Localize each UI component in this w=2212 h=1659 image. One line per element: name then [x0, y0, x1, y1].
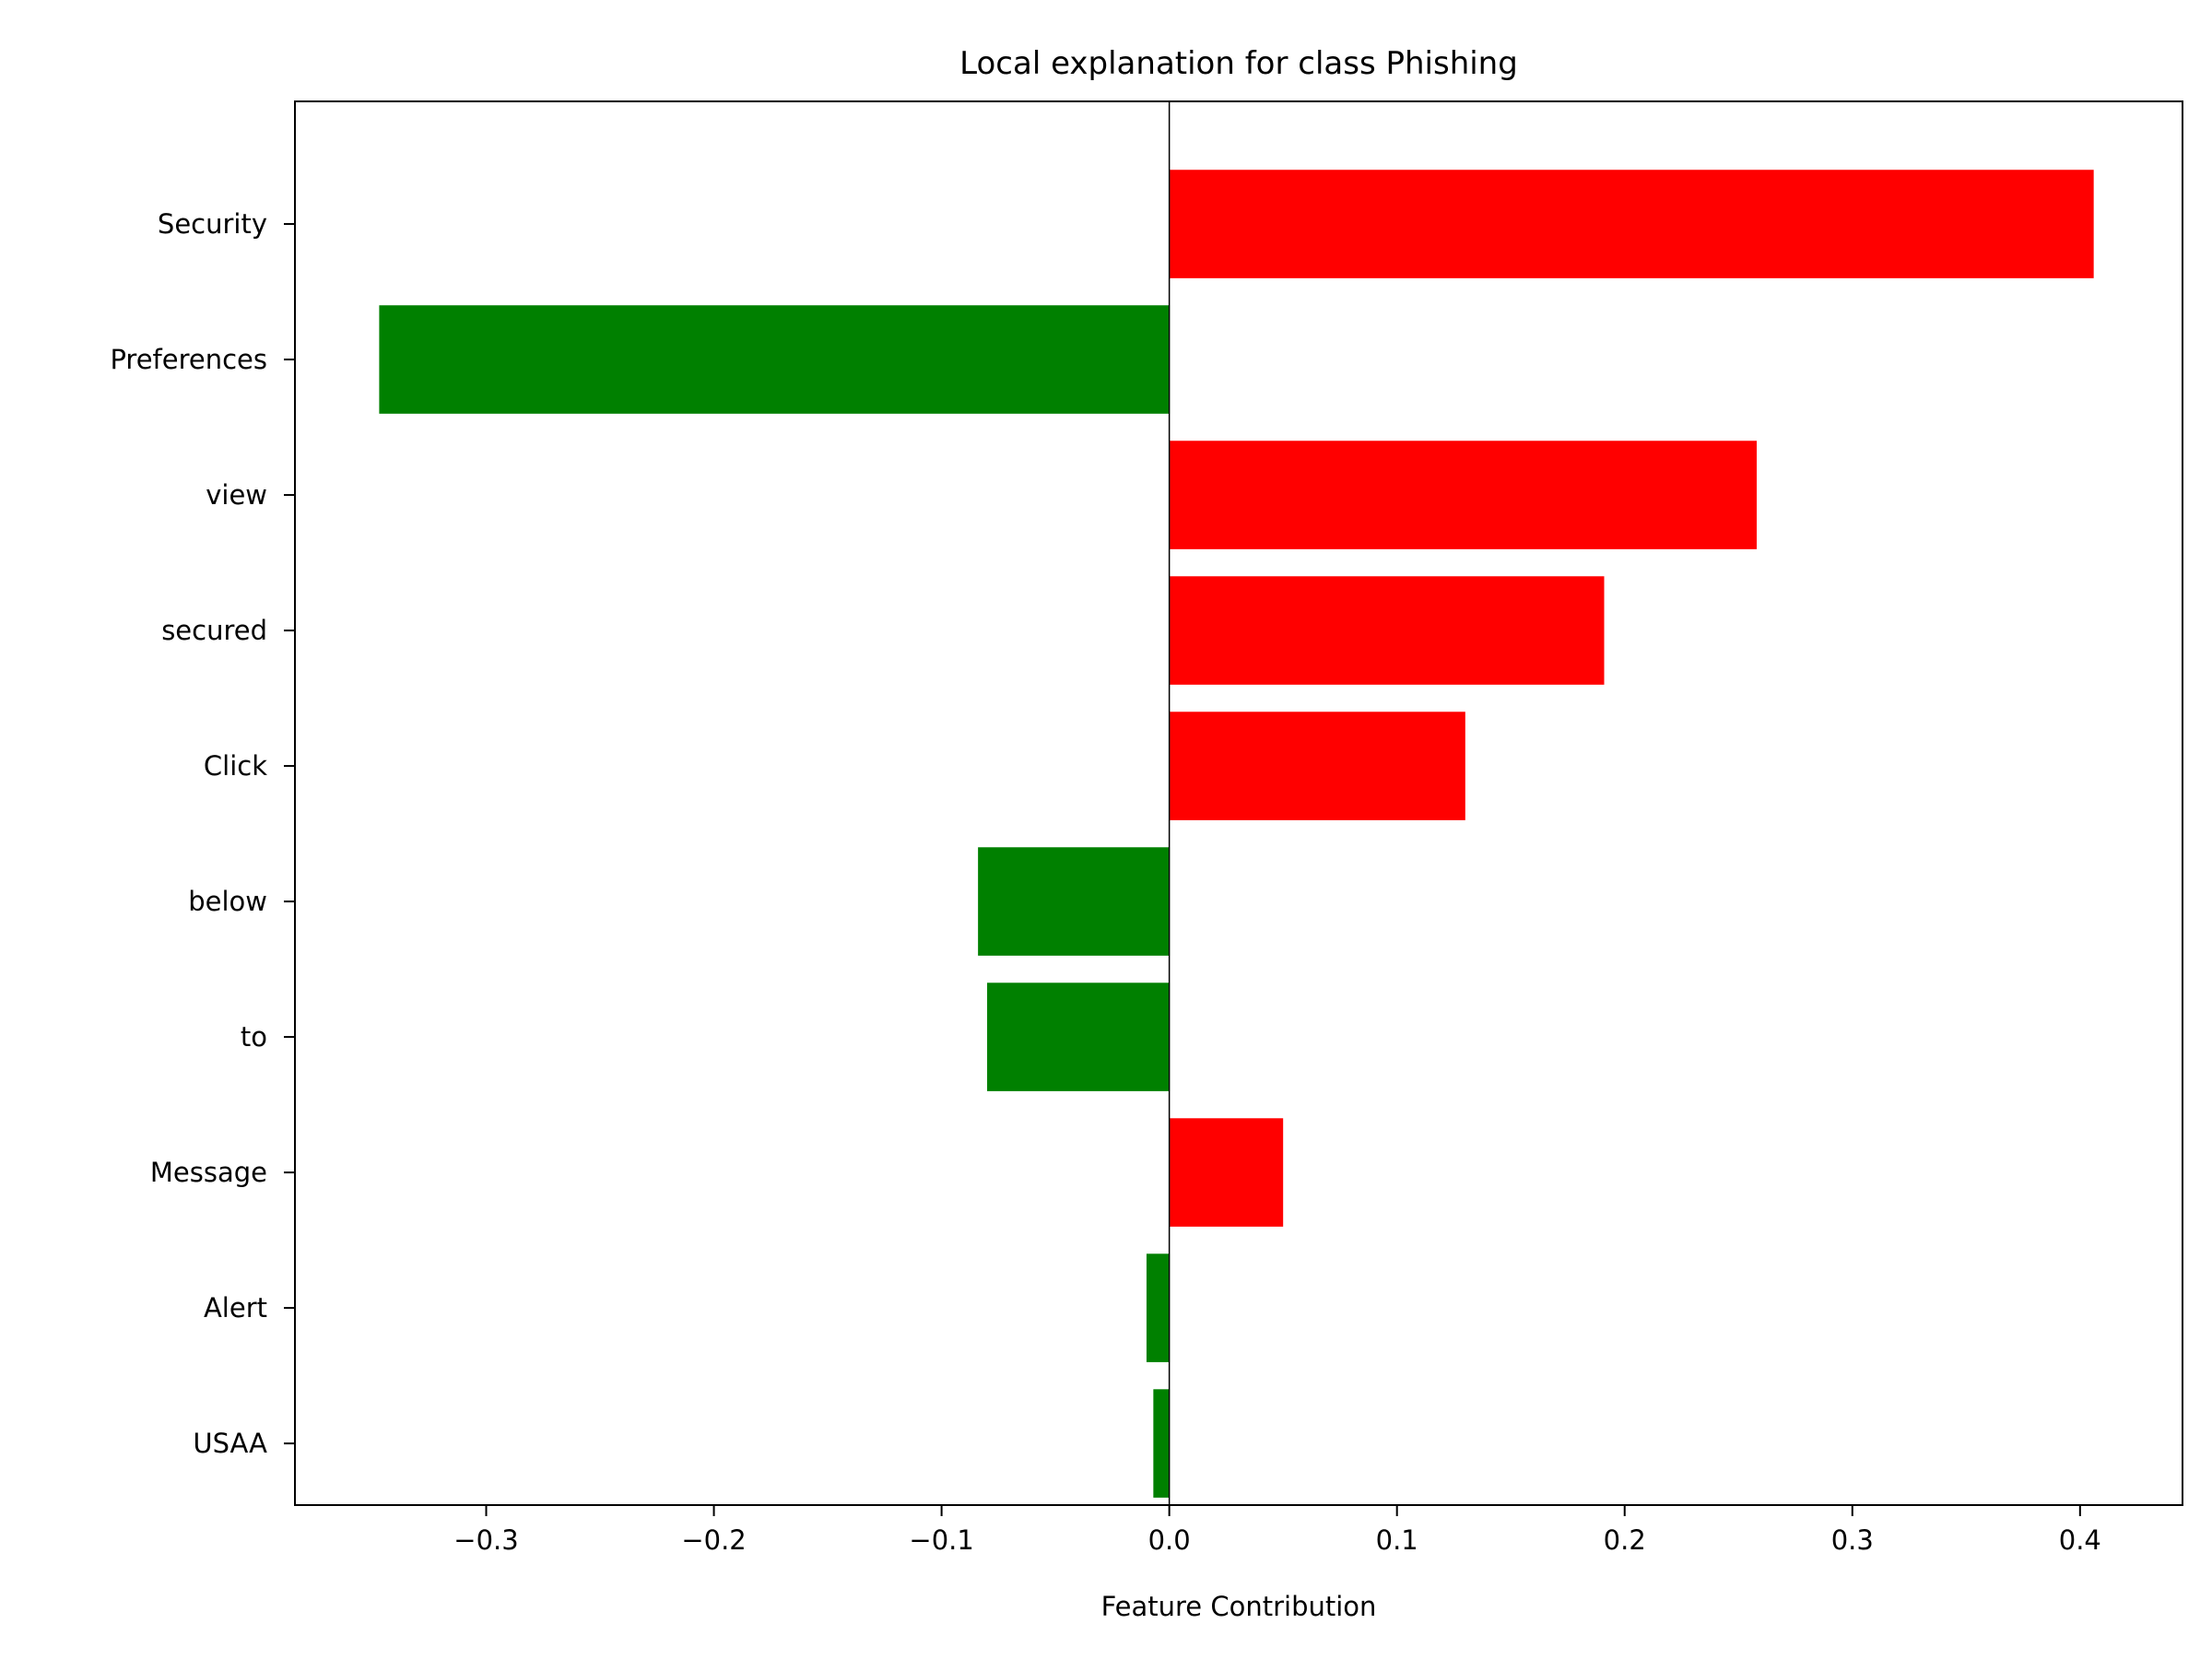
bar-below	[978, 847, 1170, 956]
y-tick-label: view	[206, 479, 267, 511]
chart-title: Local explanation for class Phishing	[959, 45, 1518, 82]
y-tick-label: Click	[204, 750, 267, 782]
x-tick-label: 0.4	[2059, 1524, 2101, 1556]
y-tick-label: Security	[158, 208, 267, 240]
x-tick-label: 0.1	[1376, 1524, 1418, 1556]
bar-alert	[1146, 1253, 1170, 1362]
x-axis: −0.3 −0.2 −0.1 0.0 0.1 0.2 0.3 0.4	[453, 1505, 2101, 1556]
bar-view	[1169, 441, 1758, 549]
y-axis: Security Preferences view secured Click below…	[110, 208, 295, 1459]
x-tick-label: 0.2	[1604, 1524, 1646, 1556]
x-tick-label: −0.2	[681, 1524, 746, 1556]
bar-preferences	[379, 305, 1170, 414]
x-tick-label: 0.3	[1831, 1524, 1874, 1556]
bars	[379, 170, 2094, 1498]
bar-click	[1169, 712, 1465, 820]
bar-to	[987, 982, 1170, 1091]
y-tick-label: below	[188, 886, 267, 917]
y-tick-label: secured	[161, 615, 267, 646]
y-tick-label: Alert	[204, 1292, 267, 1324]
y-tick-label: to	[241, 1021, 267, 1053]
bar-security	[1169, 170, 2094, 278]
y-tick-label: Message	[150, 1157, 267, 1188]
x-tick-label: 0.0	[1148, 1524, 1191, 1556]
bar-secured	[1169, 576, 1605, 685]
bar-message	[1169, 1118, 1284, 1227]
x-tick-label: −0.3	[453, 1524, 518, 1556]
plot-frame	[294, 100, 2183, 1506]
x-axis-label: Feature Contribution	[1101, 1591, 1377, 1622]
y-tick-label: USAA	[193, 1428, 267, 1459]
y-tick-label: Preferences	[110, 344, 267, 375]
x-tick-label: −0.1	[909, 1524, 973, 1556]
bar-usaa	[1153, 1389, 1170, 1498]
